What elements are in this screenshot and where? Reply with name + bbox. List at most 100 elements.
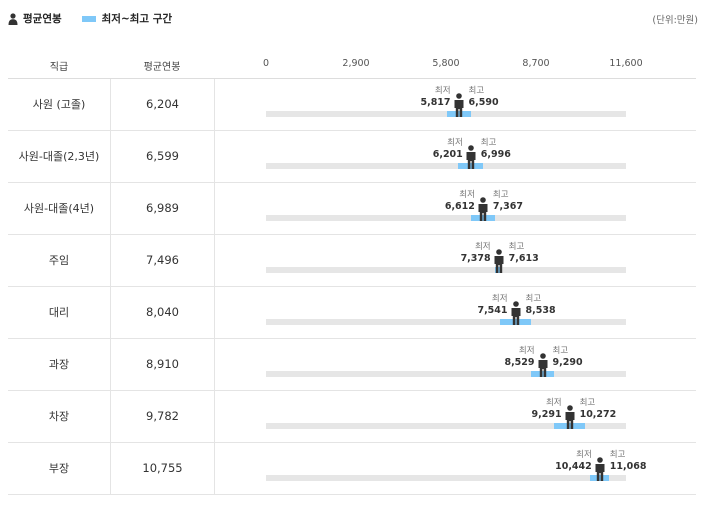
max-caption: 최고 (552, 346, 569, 356)
legend-range-label: 최저~최고 구간 (101, 13, 173, 25)
max-caption: 최고 (468, 86, 485, 96)
max-value: 7,613 (508, 253, 539, 264)
max-label: 최고 7,367 (493, 189, 523, 213)
min-caption: 최저 (434, 86, 451, 96)
avg-person-marker (466, 145, 476, 169)
min-caption: 최저 (447, 138, 463, 148)
header-avg: 평균연봉 (143, 62, 181, 73)
person-icon (8, 12, 18, 25)
range-bar (494, 267, 503, 273)
max-value: 10,272 (579, 409, 617, 420)
max-caption: 최고 (508, 242, 525, 252)
axis-tick-label: 11,600 (609, 58, 643, 69)
min-caption: 최저 (576, 450, 592, 460)
min-label: 최저 6,612 (445, 189, 475, 213)
range-bar (446, 111, 471, 117)
max-value: 7,367 (492, 201, 523, 212)
max-caption: 최고 (525, 294, 542, 304)
min-caption: 최저 (474, 242, 491, 252)
max-caption: 최고 (579, 398, 596, 408)
table-row: 주임 7,496 최저 7,378 최고 7,613 (8, 235, 696, 287)
avg-salary-cell: 8,910 (111, 339, 215, 390)
max-label: 최고 8,538 (526, 293, 556, 317)
min-caption: 최저 (491, 294, 508, 304)
min-value: 10,442 (555, 461, 592, 472)
max-label: 최고 11,068 (610, 449, 647, 473)
max-value: 6,996 (480, 149, 511, 160)
range-track (266, 267, 626, 273)
min-label: 최저 7,541 (477, 293, 507, 317)
range-bar (554, 423, 585, 429)
max-label: 최고 9,290 (553, 345, 583, 369)
avg-salary-cell: 9,782 (111, 391, 215, 442)
min-caption: 최저 (518, 346, 535, 356)
axis-tick-label: 5,800 (432, 58, 460, 69)
range-bar (530, 371, 555, 377)
max-label: 최고 6,996 (481, 137, 511, 161)
rank-cell: 사원-대졸(2,3년) (8, 131, 111, 182)
min-label: 최저 8,529 (504, 345, 534, 369)
avg-person-marker (478, 197, 488, 221)
legend-range-swatch (81, 15, 96, 22)
min-caption: 최저 (545, 398, 562, 408)
min-label: 최저 7,378 (461, 241, 491, 265)
rank-cell: 과장 (8, 339, 111, 390)
min-value: 6,612 (444, 201, 475, 212)
legend: 평균연봉 최저~최고 구간 (8, 11, 172, 26)
rank-cell: 부장 (8, 443, 111, 494)
axis-tick-label: 0 (262, 58, 270, 69)
min-label: 최저 10,442 (555, 449, 592, 473)
avg-salary-cell: 6,599 (111, 131, 215, 182)
range-track (266, 475, 626, 481)
table-row: 사원 (고졸) 6,204 최저 5,817 최고 6,590 (8, 79, 696, 131)
range-bar (471, 215, 495, 221)
legend-avg-label: 평균연봉 (23, 13, 62, 25)
max-label: 최고 10,272 (580, 397, 617, 421)
min-value: 8,529 (504, 357, 535, 368)
max-label: 최고 6,590 (469, 85, 499, 109)
rank-cell: 사원-대졸(4년) (8, 183, 111, 234)
range-track (266, 111, 626, 117)
max-value: 8,538 (525, 305, 556, 316)
avg-salary-cell: 6,989 (111, 183, 215, 234)
avg-salary-cell: 7,496 (111, 235, 215, 286)
rank-cell: 차장 (8, 391, 111, 442)
range-bar (458, 163, 484, 169)
avg-person-marker (454, 93, 464, 117)
table-row: 사원-대졸(4년) 6,989 최저 6,612 최고 7,367 (8, 183, 696, 235)
max-value: 6,590 (468, 97, 499, 108)
avg-salary-cell: 6,204 (111, 79, 215, 130)
axis-tick-label: 8,700 (522, 58, 550, 69)
axis-tick-label: 2,900 (342, 58, 370, 69)
unit-label: (단위:만원) (652, 15, 698, 26)
rank-cell: 대리 (8, 287, 111, 338)
range-track (266, 163, 626, 169)
rank-cell: 주임 (8, 235, 111, 286)
min-label: 최저 9,291 (532, 397, 562, 421)
salary-table: 사원 (고졸) 6,204 최저 5,817 최고 6,590 사원-대졸(2,3년) 6,5… (8, 79, 696, 495)
table-row: 과장 8,910 최저 8,529 최고 9,290 (8, 339, 696, 391)
max-value: 11,068 (609, 461, 647, 472)
table-header: 직급 평균연봉 0 2,900 5,800 8,700 11,600 (8, 50, 696, 79)
table-row: 대리 8,040 최저 7,541 최고 8,538 (8, 287, 696, 339)
avg-salary-cell: 8,040 (111, 287, 215, 338)
range-track (266, 371, 626, 377)
min-label: 최저 5,817 (420, 85, 450, 109)
max-value: 9,290 (552, 357, 583, 368)
avg-person-marker (538, 353, 548, 377)
avg-person-marker (565, 405, 575, 429)
avg-person-marker (511, 301, 521, 325)
max-caption: 최고 (609, 450, 626, 460)
min-value: 5,817 (420, 97, 451, 108)
avg-person-marker (595, 457, 605, 481)
min-caption: 최저 (459, 190, 475, 200)
min-value: 7,378 (460, 253, 491, 264)
avg-salary-cell: 10,755 (111, 443, 215, 494)
table-row: 사원-대졸(2,3년) 6,599 최저 6,201 최고 6,996 (8, 131, 696, 183)
table-row: 차장 9,782 최저 9,291 최고 10,272 (8, 391, 696, 443)
header-rank: 직급 (49, 62, 69, 73)
rank-cell: 사원 (고졸) (8, 79, 111, 130)
min-value: 7,541 (477, 305, 508, 316)
min-value: 9,291 (531, 409, 562, 420)
max-caption: 최고 (480, 138, 497, 148)
